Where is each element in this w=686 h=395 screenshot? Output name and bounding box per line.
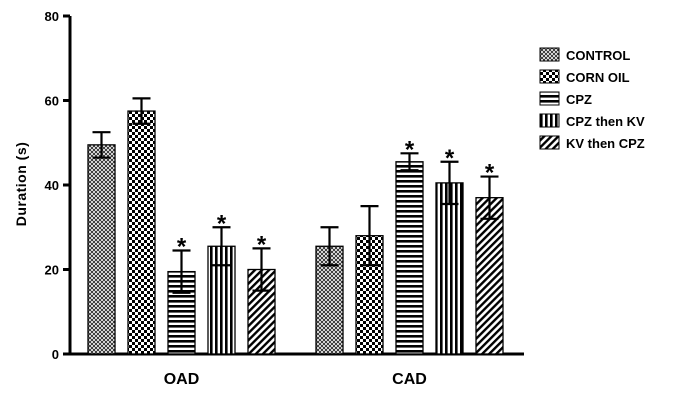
y-tick-label: 40 bbox=[45, 178, 59, 193]
legend-swatch bbox=[539, 91, 560, 106]
legend-label: CORN OIL bbox=[566, 70, 630, 85]
legend-label: CPZ bbox=[566, 92, 592, 107]
significance-star: * bbox=[177, 233, 187, 260]
y-axis-title: Duration (s) bbox=[13, 142, 29, 227]
legend-label: KV then CPZ bbox=[566, 136, 645, 151]
x-category-label: CAD bbox=[392, 371, 427, 388]
x-category-label: OAD bbox=[164, 371, 200, 388]
bar-oad-cpz bbox=[167, 270, 196, 355]
y-tick-label: 20 bbox=[45, 263, 59, 278]
legend: CONTROL CORN OIL CPZ CPZ then KV KV then CPZ bbox=[539, 47, 645, 151]
bar-oad-corn-oil bbox=[127, 110, 156, 355]
y-tick-label: 80 bbox=[45, 9, 59, 24]
bar-cad-cpz bbox=[395, 161, 424, 355]
legend-label: CONTROL bbox=[566, 48, 630, 63]
significance-star: * bbox=[257, 231, 267, 258]
legend-swatch bbox=[539, 69, 560, 84]
significance-star: * bbox=[445, 145, 455, 172]
bar-cad-cpz-then-kv bbox=[435, 182, 464, 355]
plot-area: 0 20 40 60 80 * * * OAD * * * CAD bbox=[45, 9, 524, 388]
significance-star: * bbox=[485, 160, 495, 187]
legend-swatch bbox=[539, 47, 560, 62]
significance-star: * bbox=[217, 210, 227, 237]
y-tick-label: 0 bbox=[52, 347, 59, 362]
legend-swatch bbox=[539, 135, 560, 150]
legend-swatch bbox=[539, 113, 560, 128]
y-tick-label: 60 bbox=[45, 94, 59, 109]
legend-label: CPZ then KV bbox=[566, 114, 645, 129]
bar-oad-control bbox=[87, 144, 116, 355]
bar-cad-kv-then-cpz bbox=[475, 197, 504, 355]
significance-star: * bbox=[405, 136, 415, 163]
